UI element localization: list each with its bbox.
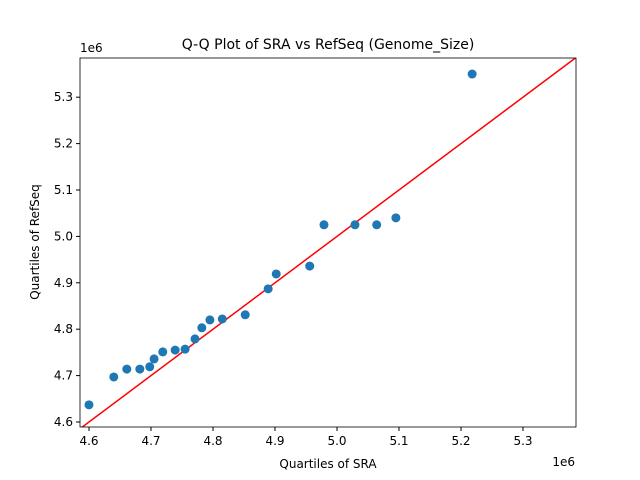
x-tick-label: 5.3 — [513, 434, 532, 448]
point — [158, 347, 168, 357]
y-tick-label: 5.0 — [54, 229, 73, 243]
point — [372, 220, 382, 230]
point — [217, 314, 227, 324]
point — [109, 372, 119, 382]
x-tick-label: 4.9 — [265, 434, 284, 448]
point — [145, 362, 155, 372]
point — [205, 315, 215, 325]
y-tick-label: 4.8 — [54, 322, 73, 336]
y-axis-label: Quartiles of RefSeq — [28, 184, 42, 300]
y-tick-label: 5.1 — [54, 183, 73, 197]
y-tick-label: 4.7 — [54, 369, 73, 383]
point — [319, 220, 329, 230]
x-tick-label: 5.1 — [389, 434, 408, 448]
y-tick-label: 4.9 — [54, 276, 73, 290]
x-tick-label: 5.0 — [327, 434, 346, 448]
point — [170, 345, 180, 355]
x-tick-label: 4.7 — [141, 434, 160, 448]
y-tick-label: 5.3 — [54, 90, 73, 104]
point — [190, 334, 200, 344]
x-offset-label: 1e6 — [552, 455, 575, 469]
x-tick-label: 4.8 — [203, 434, 222, 448]
point — [84, 400, 94, 410]
y-tick-label: 4.6 — [54, 415, 73, 429]
x-tick-label: 5.2 — [451, 434, 470, 448]
point — [350, 220, 360, 230]
y-tick-label: 5.2 — [54, 137, 73, 151]
point — [180, 344, 190, 354]
axes-frame — [79, 57, 577, 428]
x-axis-label: Quartiles of SRA — [279, 457, 377, 471]
point — [391, 213, 401, 223]
point — [135, 364, 145, 374]
point — [263, 284, 273, 294]
point — [240, 310, 250, 320]
point — [122, 364, 132, 374]
y-offset-label: 1e6 — [80, 41, 103, 55]
point — [467, 69, 477, 79]
point — [149, 354, 159, 364]
point — [305, 261, 315, 271]
point — [271, 269, 281, 279]
chart-title: Q-Q Plot of SRA vs RefSeq (Genome_Size) — [182, 37, 475, 53]
point — [197, 323, 207, 333]
plot-area — [81, 58, 576, 427]
reference-line — [81, 58, 576, 427]
x-tick-label: 4.6 — [79, 434, 98, 448]
